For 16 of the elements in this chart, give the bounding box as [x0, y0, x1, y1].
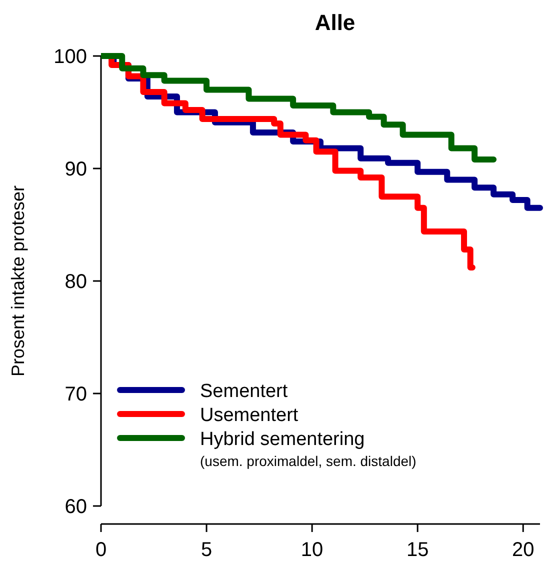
- y-axis-title: Prosent intakte proteser: [8, 185, 28, 377]
- x-tick-label: 5: [200, 539, 212, 561]
- legend-label: Hybrid sementering: [200, 429, 365, 450]
- y-tick-label: 80: [64, 271, 87, 293]
- x-tick-label: 15: [406, 539, 429, 561]
- annotation: (usem. proximaldel, sem. distaldel): [200, 453, 416, 469]
- x-tick-label: 20: [512, 539, 534, 561]
- x-tick-label: 0: [95, 539, 107, 561]
- y-tick-label: 100: [54, 46, 87, 68]
- y-tick-label: 60: [64, 496, 87, 518]
- y-tick-label: 90: [64, 158, 87, 180]
- legend-label: Usementert: [200, 405, 299, 426]
- y-tick-label: 70: [64, 384, 87, 406]
- chart-title: Alle: [314, 10, 356, 35]
- legend-label: Sementert: [200, 381, 288, 402]
- x-tick-label: 10: [300, 539, 324, 561]
